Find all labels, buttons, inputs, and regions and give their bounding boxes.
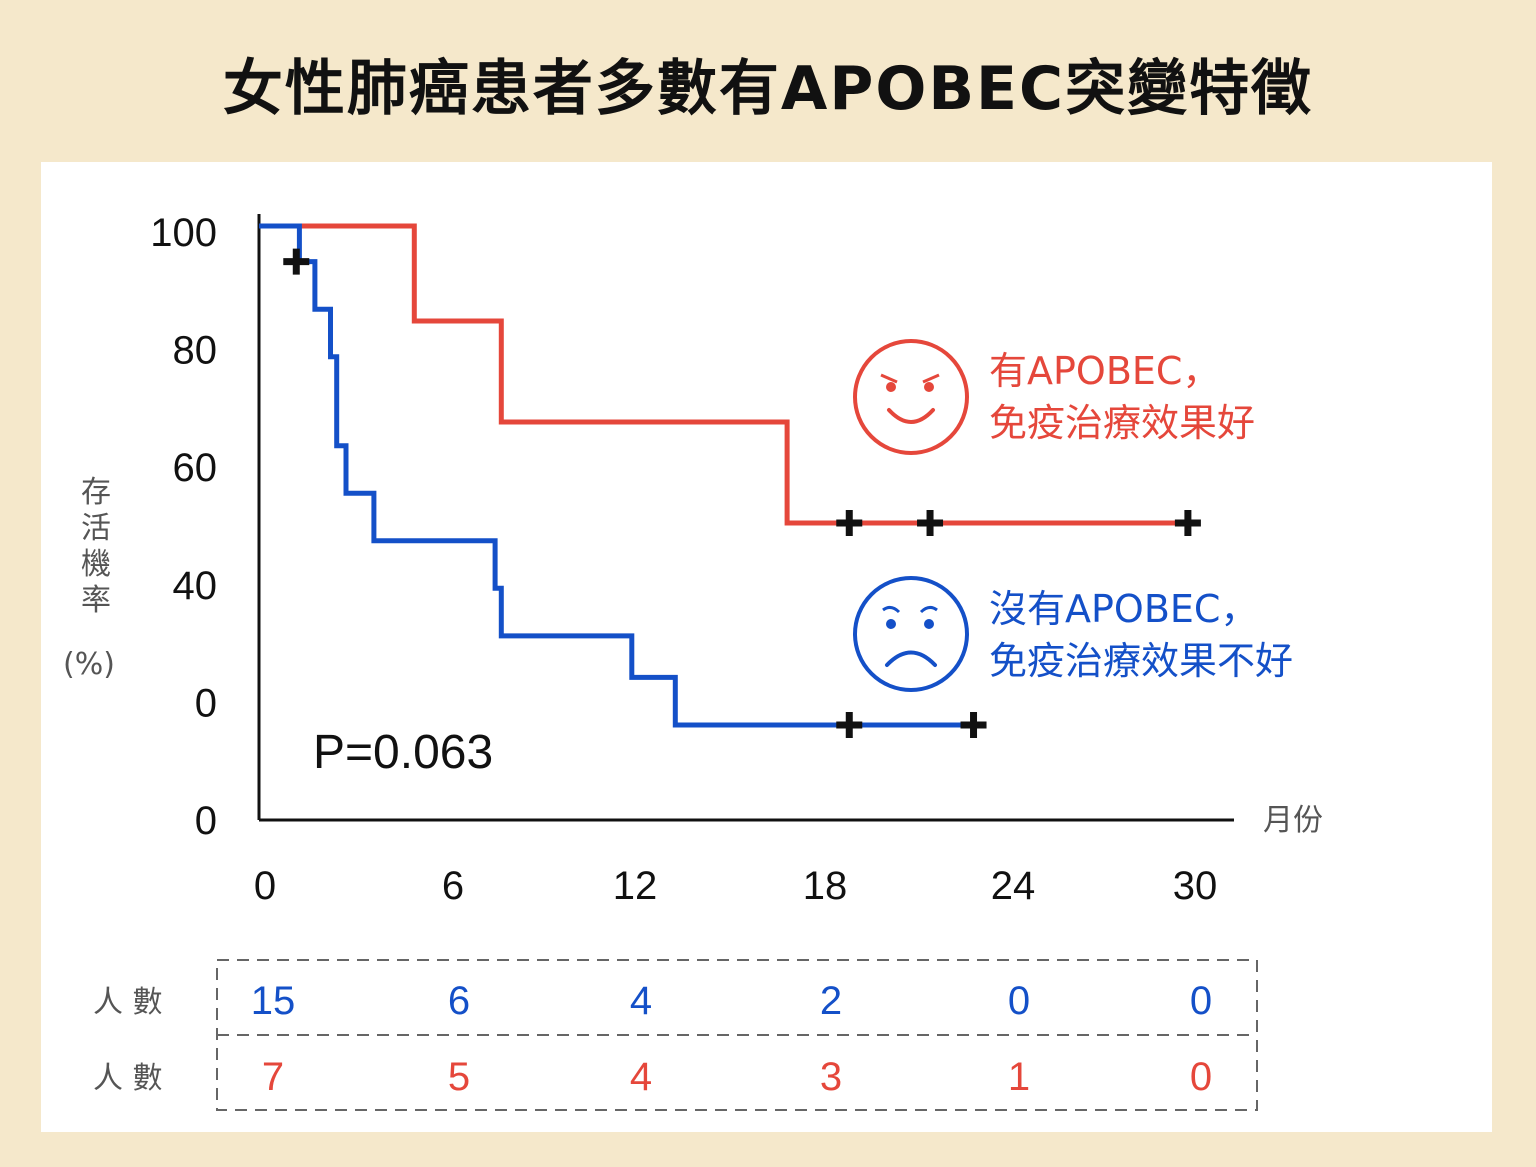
risk-table-cell: 5 xyxy=(448,1055,470,1099)
y-axis-label-char: 活 xyxy=(81,511,111,546)
x-axis-label: 月份 xyxy=(1263,803,1323,838)
y-tick-label: 40 xyxy=(173,564,218,608)
risk-table-cell: 2 xyxy=(820,979,842,1023)
censor-mark xyxy=(836,711,863,738)
risk-table-cell: 15 xyxy=(251,979,296,1023)
x-tick-label: 30 xyxy=(1173,864,1218,908)
x-tick-label: 24 xyxy=(991,864,1036,908)
legend-blue-line1: 沒有APOBEC， xyxy=(989,587,1258,631)
x-tick-label: 18 xyxy=(803,864,848,908)
censor-mark xyxy=(283,248,310,275)
risk-table-cell: 4 xyxy=(630,979,652,1023)
censor-mark xyxy=(917,510,944,536)
y-axis-unit: (%) xyxy=(63,647,115,682)
x-tick-label: 12 xyxy=(613,864,658,908)
page-title: 女性肺癌患者多數有APOBEC突變特徵 xyxy=(222,54,1314,124)
y-axis-label-char: 機 xyxy=(81,547,111,582)
y-axis-label-char: 存 xyxy=(81,475,111,510)
censor-mark xyxy=(960,711,987,738)
risk-table-cell: 3 xyxy=(820,1055,842,1099)
risk-row-label-2: 人 數 xyxy=(93,1061,163,1096)
frown-face-icon xyxy=(853,576,969,692)
no-apobec-survival-line xyxy=(259,223,974,728)
smile-face-icon xyxy=(853,339,969,455)
risk-table-cell: 7 xyxy=(262,1055,284,1099)
risk-table-cell: 0 xyxy=(1008,979,1030,1023)
y-axis-label-char: 率 xyxy=(81,583,111,618)
y-tick-label: 0 xyxy=(195,681,217,725)
legend-red-line2: 免疫治療效果好 xyxy=(989,401,1255,445)
legend-red-line1: 有APOBEC， xyxy=(989,349,1220,393)
censor-marks xyxy=(283,248,1201,738)
risk-table-cell: 6 xyxy=(448,979,470,1023)
censor-mark xyxy=(1174,510,1201,536)
chart-panel: 0 0 40 60 80 100 0 6 12 18 24 30 月份 存活機率 (%) P=0.0… xyxy=(41,162,1492,1132)
legend-blue-line2: 免疫治療效果不好 xyxy=(989,639,1293,683)
risk-table-cell: 0 xyxy=(1190,979,1212,1023)
censor-mark xyxy=(836,510,863,536)
x-tick-labels: 0 6 12 18 24 30 xyxy=(254,864,1217,908)
risk-table-cell: 0 xyxy=(1190,1055,1212,1099)
risk-row-label-1: 人 數 xyxy=(93,985,163,1020)
apobec-survival-line xyxy=(259,223,1191,526)
x-tick-label: 6 xyxy=(442,864,464,908)
y-tick-label: 60 xyxy=(173,446,218,490)
x-tick-label: 0 xyxy=(254,864,276,908)
y-tick-label: 0 xyxy=(195,799,217,843)
risk-table-cell: 4 xyxy=(630,1055,652,1099)
y-tick-label: 100 xyxy=(150,211,217,255)
p-value: P=0.063 xyxy=(313,726,493,779)
risk-values: 15 6 4 2 0 0 7 5 4 3 1 0 xyxy=(251,979,1212,1099)
risk-table-cell: 1 xyxy=(1008,1055,1030,1099)
y-tick-label: 80 xyxy=(173,329,218,373)
y-tick-labels: 0 0 40 60 80 100 xyxy=(150,211,217,843)
survival-curves xyxy=(259,223,1191,728)
